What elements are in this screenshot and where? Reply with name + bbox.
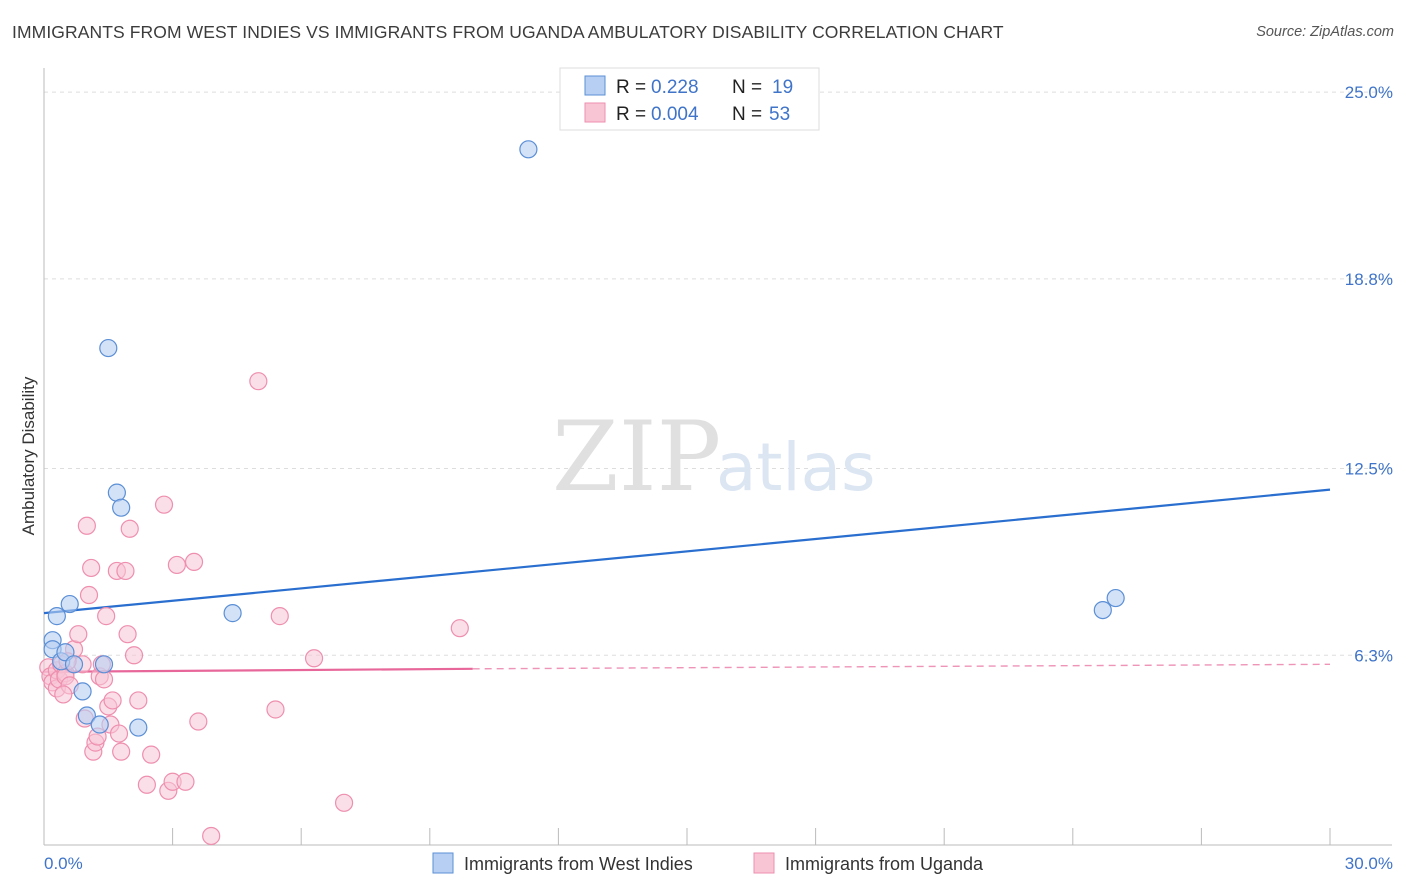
west-indies-point [129, 718, 148, 737]
legend-r-label-2: R = [616, 104, 646, 125]
west-indies-point [90, 715, 109, 734]
west-indies-point [64, 655, 84, 674]
watermark-zip: ZIP [552, 401, 721, 513]
trend-line-west-indies [43, 488, 1331, 615]
west-indies-point [107, 483, 126, 502]
uganda-point [137, 775, 156, 794]
west-indies-point [60, 594, 79, 614]
watermark: ZIP atlas [552, 401, 876, 513]
bottom-legend-swatch-west-indies [432, 852, 454, 874]
uganda-point [304, 649, 324, 668]
grid-lines [44, 91, 1392, 656]
west-indies-point [1093, 600, 1112, 620]
uganda-point [142, 745, 161, 764]
bottom-legend-label-uganda: Immigrants from Uganda [785, 854, 984, 874]
uganda-point [79, 585, 99, 605]
uganda-point [124, 646, 144, 665]
uganda-point [118, 625, 137, 644]
uganda-point [54, 685, 73, 704]
west-indies-point [47, 607, 66, 626]
y-tick-label: 12.5% [1345, 460, 1393, 479]
series-west-indies-points [43, 140, 1125, 737]
uganda-point [249, 372, 268, 391]
x-ticks [43, 828, 1331, 845]
legend-swatch-uganda [584, 102, 606, 123]
west-indies-point [73, 682, 92, 701]
uganda-point [270, 607, 289, 626]
bottom-legend: Immigrants from West Indies Immigrants f… [432, 852, 984, 874]
uganda-point [167, 555, 186, 575]
legend-n-value-1: 19 [772, 77, 793, 98]
y-tick-labels: 6.3% 12.5% 18.8% 25.0% [1345, 83, 1393, 665]
legend-r-label-1: R = [616, 77, 646, 98]
uganda-point [129, 691, 148, 710]
x-tick-label-max: 30.0% [1345, 854, 1393, 873]
west-indies-point [77, 706, 96, 725]
uganda-point [77, 516, 96, 535]
west-indies-point [99, 338, 118, 358]
x-tick-label-min: 0.0% [44, 854, 83, 873]
uganda-point [266, 700, 285, 719]
source-label: Source: ZipAtlas.com [1256, 24, 1394, 40]
axes [43, 68, 1392, 846]
west-indies-point [223, 604, 242, 623]
bottom-legend-swatch-uganda [753, 852, 775, 874]
legend-swatch-west-indies [584, 75, 606, 96]
uganda-point [116, 561, 135, 581]
west-indies-point [94, 655, 114, 674]
uganda-point [94, 670, 114, 689]
west-indies-point [519, 140, 538, 159]
uganda-point [450, 619, 469, 638]
uganda-point [176, 772, 195, 791]
uganda-point [120, 519, 139, 538]
y-tick-label: 25.0% [1345, 83, 1393, 102]
uganda-point [202, 826, 221, 846]
uganda-point [103, 691, 122, 710]
uganda-point [69, 625, 88, 644]
uganda-point [82, 558, 101, 578]
uganda-point [109, 724, 129, 743]
bottom-legend-label-west-indies: Immigrants from West Indies [464, 854, 693, 874]
legend-n-label-1: N = [732, 77, 762, 98]
west-indies-point [112, 498, 131, 517]
trend-line-uganda [43, 667, 473, 673]
west-indies-point [1106, 588, 1125, 608]
uganda-point [334, 793, 354, 812]
uganda-point [184, 552, 204, 572]
y-axis-title: Ambulatory Disability [19, 376, 38, 535]
legend-r-value-2: 0.004 [651, 104, 699, 125]
series-uganda-points [39, 372, 469, 846]
trend-lines [43, 488, 1331, 673]
legend-n-label-2: N = [732, 104, 762, 125]
uganda-point [97, 607, 116, 626]
uganda-point [112, 742, 131, 761]
watermark-atlas: atlas [716, 429, 876, 506]
uganda-point [189, 712, 208, 731]
legend-n-value-2: 53 [769, 104, 790, 125]
trend-line-uganda-extension [472, 663, 1331, 670]
y-tick-label: 6.3% [1354, 646, 1393, 665]
y-tick-label: 18.8% [1345, 270, 1393, 289]
uganda-point [154, 495, 174, 514]
chart-title: IMMIGRANTS FROM WEST INDIES VS IMMIGRANT… [12, 22, 1004, 42]
legend-r-value-1: 0.228 [651, 77, 699, 98]
legend: R = 0.228 N = 19 R = 0.004 N = 53 [559, 67, 820, 131]
